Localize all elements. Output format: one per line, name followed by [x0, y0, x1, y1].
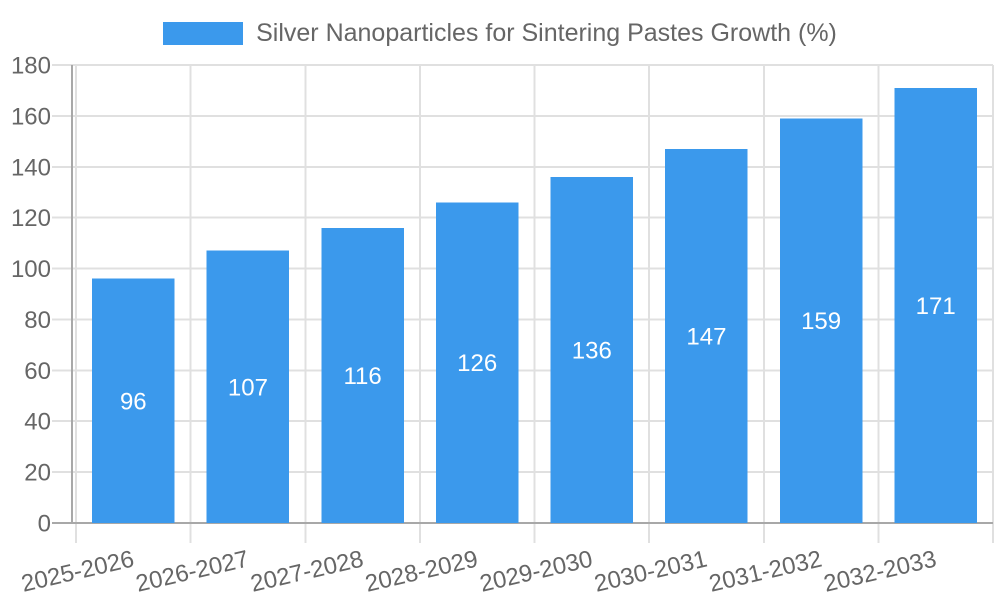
bar-value-label: 96 — [120, 388, 147, 415]
legend: Silver Nanoparticles for Sintering Paste… — [0, 0, 1000, 66]
x-tick-label: 2026-2027 — [133, 546, 251, 598]
bar-2026-2027[interactable] — [206, 250, 290, 523]
x-tick-label: 2030-2031 — [592, 546, 710, 598]
bar-value-label: 107 — [228, 374, 268, 401]
bar-value-label: 116 — [343, 363, 381, 390]
bar-2032-2033[interactable] — [894, 87, 977, 524]
y-tick-label: 40 — [24, 409, 51, 436]
bar-value-label: 147 — [686, 324, 726, 351]
x-tick-label: 2028-2029 — [363, 546, 481, 598]
x-tick-label: 2031-2032 — [707, 546, 825, 598]
y-tick-label: 100 — [11, 256, 51, 283]
y-tick-label: 140 — [11, 154, 51, 181]
y-tick-label: 180 — [11, 53, 51, 80]
y-tick-label: 120 — [11, 205, 51, 232]
bar-value-label: 171 — [916, 293, 956, 320]
bar-value-label: 159 — [801, 308, 841, 335]
bar-2025-2026[interactable] — [92, 278, 175, 523]
x-tick-label: 2032-2033 — [821, 546, 939, 598]
x-tick-label: 2025-2026 — [19, 546, 137, 598]
y-tick-label: 160 — [11, 103, 51, 130]
y-tick-label: 80 — [24, 307, 51, 334]
legend-label: Silver Nanoparticles for Sintering Paste… — [256, 18, 837, 47]
bar-2028-2029[interactable] — [435, 202, 519, 523]
x-tick-label: 2027-2028 — [248, 546, 366, 598]
y-tick-label: 60 — [24, 358, 51, 385]
x-tick-label: 2029-2030 — [477, 546, 595, 598]
bar-value-label: 126 — [457, 350, 497, 377]
bar-value-label: 136 — [572, 338, 612, 365]
y-tick-label: 20 — [24, 460, 51, 487]
bar-2027-2028[interactable] — [321, 227, 404, 524]
bar-2031-2032[interactable] — [779, 118, 863, 524]
y-tick-label: 0 — [38, 511, 51, 538]
bar-2029-2030[interactable] — [550, 177, 634, 523]
legend-item[interactable]: Silver Nanoparticles for Sintering Paste… — [163, 18, 837, 47]
bar-2030-2031[interactable] — [665, 149, 748, 523]
legend-swatch — [163, 21, 244, 45]
